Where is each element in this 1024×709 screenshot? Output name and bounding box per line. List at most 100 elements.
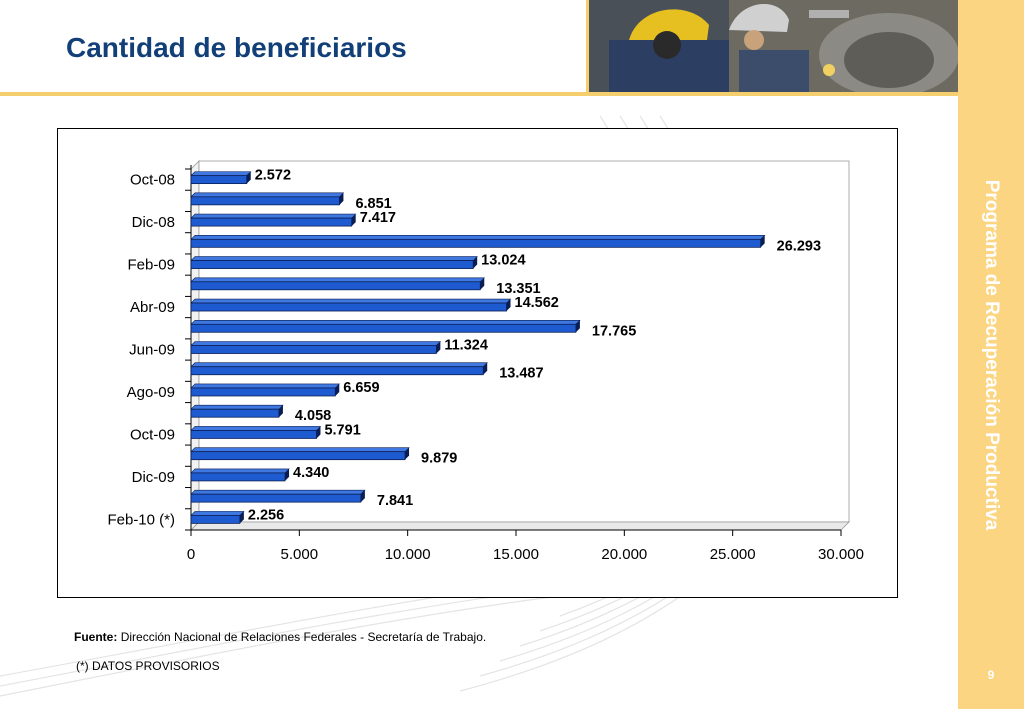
bar: 4.340 bbox=[190, 465, 329, 482]
bar: 13.024 bbox=[190, 253, 526, 269]
bar-top-face bbox=[190, 277, 485, 283]
source-label: Fuente: bbox=[74, 630, 118, 644]
bar-front-face bbox=[190, 387, 336, 397]
bar-value-label: 5.791 bbox=[324, 422, 360, 438]
bar-top-face bbox=[190, 362, 488, 368]
y-tick-label: Oct-08 bbox=[130, 172, 175, 189]
bar-front-face bbox=[190, 196, 340, 206]
y-tick-label: Dic-08 bbox=[132, 214, 175, 231]
y-tick-label: Oct-09 bbox=[130, 426, 175, 443]
bar-top-face bbox=[190, 213, 357, 219]
x-tick-label: 30.000 bbox=[818, 546, 864, 563]
side-program-title: Programa de Recuperación Productiva bbox=[981, 179, 1002, 531]
bar-top-face bbox=[190, 319, 581, 325]
bar-end-face bbox=[405, 447, 410, 460]
chart-frame: Oct-08 Dic-08 Feb-09 Abr-09 Jun-09 Ago-09 Oct-… bbox=[57, 128, 898, 598]
bar-end-face bbox=[278, 405, 283, 418]
bar-top-face bbox=[190, 235, 766, 240]
provisional-data-note: (*) DATOS PROVISORIOS bbox=[76, 659, 220, 673]
title-divider bbox=[0, 92, 958, 96]
bar-end-face bbox=[575, 320, 580, 333]
bar-end-face bbox=[360, 490, 365, 503]
bar-top-face bbox=[190, 468, 290, 474]
bar-end-face bbox=[339, 192, 344, 205]
x-tick-label: 25.000 bbox=[710, 546, 756, 563]
bar-top-face bbox=[190, 426, 322, 431]
bar-top-face bbox=[190, 256, 478, 261]
bar-end-face bbox=[285, 468, 290, 481]
bar-end-face bbox=[351, 214, 356, 227]
bar: 17.765 bbox=[190, 319, 636, 339]
bar-front-face bbox=[190, 514, 241, 524]
bar: 6.851 bbox=[190, 192, 392, 212]
bar-front-face bbox=[190, 451, 406, 461]
bar-value-label: 4.058 bbox=[295, 408, 331, 424]
bar: 2.256 bbox=[190, 507, 284, 524]
bar-front-face bbox=[190, 281, 481, 291]
bar-top-face bbox=[190, 298, 512, 304]
bar-top-face bbox=[190, 489, 366, 495]
bar-top-face bbox=[190, 511, 245, 516]
bar-end-face bbox=[480, 277, 485, 290]
bar-top-face bbox=[190, 192, 345, 198]
page-number: 9 bbox=[987, 668, 995, 682]
bar-front-face bbox=[190, 472, 286, 482]
bar-front-face bbox=[190, 238, 762, 248]
bar-end-face bbox=[483, 362, 488, 375]
source-text: Dirección Nacional de Relaciones Federal… bbox=[120, 630, 487, 644]
side-accent-band bbox=[958, 0, 1024, 709]
bar-value-label: 7.841 bbox=[377, 493, 413, 509]
bar-front-face bbox=[190, 408, 280, 418]
y-tick-label: Ago-09 bbox=[127, 384, 175, 401]
bar: 13.351 bbox=[190, 277, 541, 297]
x-tick-label: 0 bbox=[187, 546, 195, 563]
plot-floor bbox=[190, 521, 850, 531]
y-tick-label: Abr-09 bbox=[130, 299, 175, 316]
bar-end-face bbox=[335, 383, 340, 396]
bar-front-face bbox=[190, 175, 248, 185]
x-tick-label: 15.000 bbox=[493, 546, 539, 563]
bar-front-face bbox=[190, 345, 437, 354]
bar-front-face bbox=[190, 366, 484, 376]
x-tick-label: 5.000 bbox=[281, 546, 319, 563]
bar-end-face bbox=[506, 299, 511, 312]
bar-front-face bbox=[190, 430, 317, 439]
bar-end-face bbox=[473, 256, 478, 269]
bar: 7.841 bbox=[190, 489, 413, 509]
bar-value-label: 14.562 bbox=[515, 295, 559, 311]
bar-value-label: 2.572 bbox=[255, 168, 291, 184]
bar-value-label: 7.417 bbox=[360, 210, 396, 226]
bar-top-face bbox=[190, 383, 341, 389]
bar-front-face bbox=[190, 260, 474, 269]
x-tick-label: 10.000 bbox=[385, 546, 431, 563]
bar-end-face bbox=[436, 341, 441, 354]
y-tick-label: Jun-09 bbox=[129, 342, 175, 359]
bar-top-face bbox=[190, 404, 284, 410]
bar-end-face bbox=[246, 171, 251, 184]
bar: 7.417 bbox=[190, 210, 396, 227]
bar-value-label: 17.765 bbox=[592, 323, 636, 339]
bar: 26.293 bbox=[190, 235, 821, 254]
bar-end-face bbox=[316, 426, 321, 439]
y-tick-label: Feb-09 bbox=[127, 257, 175, 274]
y-tick-label: Dic-09 bbox=[132, 469, 175, 486]
bar-end-face bbox=[760, 235, 765, 248]
bar-value-label: 2.256 bbox=[248, 507, 284, 523]
bar: 5.791 bbox=[190, 422, 361, 439]
bar: 9.879 bbox=[190, 447, 457, 467]
header-photo bbox=[586, 0, 958, 92]
y-tick-label: Feb-10 (*) bbox=[107, 511, 175, 528]
bar-top-face bbox=[190, 341, 442, 346]
bar-value-label: 9.879 bbox=[421, 451, 457, 467]
bar-value-label: 13.351 bbox=[496, 281, 540, 297]
page-title: Cantidad de beneficiarios bbox=[66, 32, 407, 63]
source-note: Fuente: Dirección Nacional de Relaciones… bbox=[74, 630, 486, 644]
bar: 2.572 bbox=[190, 168, 291, 185]
bar-front-face bbox=[190, 493, 362, 503]
bar: 4.058 bbox=[190, 404, 331, 424]
bar-value-label: 11.324 bbox=[444, 338, 488, 354]
bar: 13.487 bbox=[190, 362, 544, 382]
beneficiaries-bar-chart: Oct-08 Dic-08 Feb-09 Abr-09 Jun-09 Ago-09 Oct-… bbox=[107, 160, 864, 563]
bar-value-label: 13.487 bbox=[499, 366, 543, 382]
bar: 6.659 bbox=[190, 380, 380, 397]
